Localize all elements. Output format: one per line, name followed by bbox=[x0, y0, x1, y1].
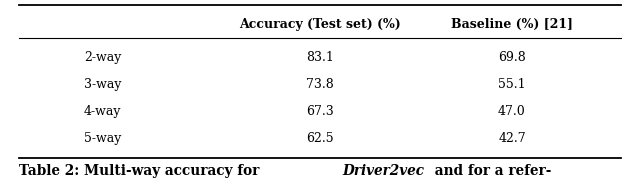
Text: and for a refer-: and for a refer- bbox=[430, 164, 552, 178]
Text: 69.8: 69.8 bbox=[498, 50, 526, 64]
Text: 73.8: 73.8 bbox=[306, 78, 334, 91]
Text: 83.1: 83.1 bbox=[306, 50, 334, 64]
Text: 47.0: 47.0 bbox=[498, 105, 526, 118]
Text: 5-way: 5-way bbox=[84, 132, 121, 145]
Text: Baseline (%) [21]: Baseline (%) [21] bbox=[451, 18, 573, 31]
Text: 3-way: 3-way bbox=[84, 78, 121, 91]
Text: 42.7: 42.7 bbox=[498, 132, 526, 145]
Text: 2-way: 2-way bbox=[84, 50, 121, 64]
Text: 55.1: 55.1 bbox=[498, 78, 526, 91]
Text: Table 2: Multi-way accuracy for: Table 2: Multi-way accuracy for bbox=[19, 164, 264, 178]
Text: 67.3: 67.3 bbox=[306, 105, 334, 118]
Text: Driver2vec: Driver2vec bbox=[342, 164, 424, 178]
Text: Accuracy (Test set) (%): Accuracy (Test set) (%) bbox=[239, 18, 401, 31]
Text: 4-way: 4-way bbox=[84, 105, 121, 118]
Text: 62.5: 62.5 bbox=[306, 132, 334, 145]
